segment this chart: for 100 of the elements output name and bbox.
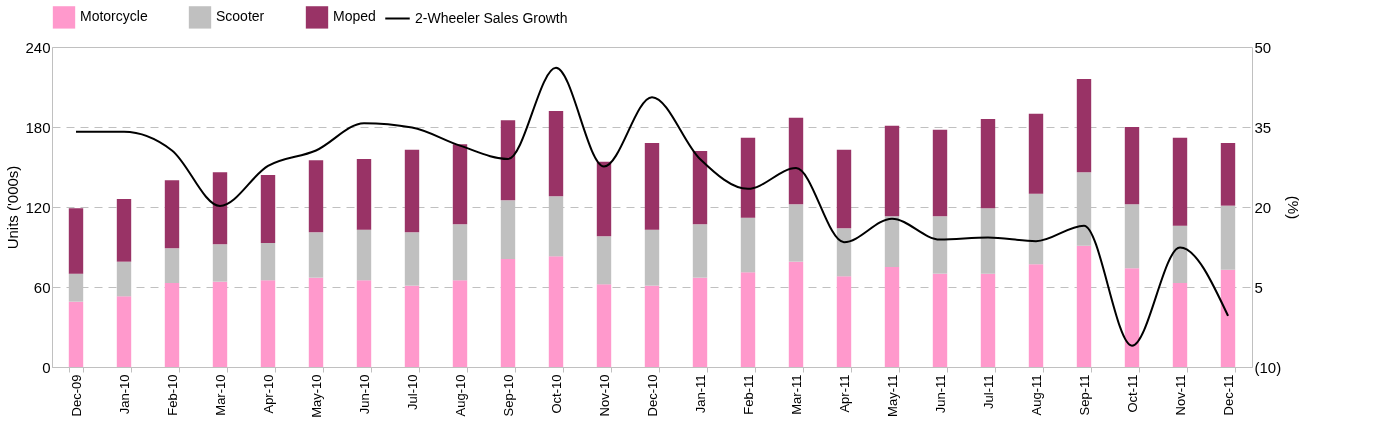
- bar: [692, 151, 708, 225]
- y2-tick-label: (10): [1254, 358, 1282, 376]
- x-tick-label: Oct-10: [548, 374, 564, 414]
- x-tick-label: Dec-11: [1220, 374, 1236, 416]
- bar: [836, 228, 852, 277]
- bar: [1028, 113, 1044, 194]
- bar: [932, 216, 948, 274]
- bar: [164, 180, 180, 249]
- bar: [1076, 245, 1092, 367]
- bar: [1220, 269, 1236, 367]
- y-tick-label: 240: [25, 38, 51, 56]
- bar: [308, 232, 324, 278]
- bar: [740, 137, 756, 218]
- bar: [164, 283, 180, 367]
- bar: [596, 284, 612, 367]
- y-tick-label: 120: [25, 198, 51, 216]
- x-tick-label: Jan-10: [116, 374, 132, 415]
- bar: [932, 273, 948, 367]
- x-tick-label: Nov-11: [1172, 374, 1188, 416]
- bar: [308, 277, 324, 367]
- y2-tick-label: 20: [1254, 198, 1272, 216]
- y2-tick-label: 35: [1254, 118, 1272, 136]
- y2-axis-title: (%): [1285, 195, 1303, 220]
- bar: [116, 296, 132, 367]
- y-tick-label: 180: [25, 118, 51, 136]
- bar: [1172, 283, 1188, 367]
- bar: [596, 236, 612, 285]
- bar: [404, 285, 420, 367]
- x-tick-label: Jan-11: [692, 374, 708, 414]
- x-tick-label: May-10: [308, 374, 324, 418]
- bar: [356, 229, 372, 281]
- bar: [596, 161, 612, 237]
- bar: [692, 224, 708, 278]
- bar: [836, 276, 852, 367]
- bar: [980, 208, 996, 274]
- x-tick-label: Oct-11: [1124, 374, 1140, 413]
- legend-label: Moped: [333, 8, 376, 25]
- bar: [308, 160, 324, 233]
- bar: [1172, 137, 1188, 226]
- bar: [356, 280, 372, 367]
- x-tick-label: Jul-11: [980, 374, 996, 409]
- bar: [980, 273, 996, 367]
- x-tick-label: Jun-11: [932, 374, 948, 414]
- bar: [1172, 225, 1188, 283]
- bar: [692, 277, 708, 367]
- bar: [548, 256, 564, 367]
- y2-tick-label: 50: [1254, 38, 1272, 56]
- x-tick-label: Sep-11: [1076, 374, 1092, 416]
- x-tick-label: Dec-09: [68, 374, 84, 417]
- bar: [1028, 264, 1044, 367]
- bar: [212, 281, 228, 367]
- x-tick-label: Feb-10: [164, 374, 180, 416]
- bar: [740, 217, 756, 273]
- bar: [260, 243, 276, 281]
- bar: [644, 229, 660, 286]
- bar: [884, 267, 900, 367]
- bar: [1076, 79, 1092, 173]
- legend-label: Motorcycle: [80, 8, 148, 25]
- x-tick-label: Nov-10: [596, 374, 612, 417]
- bar: [500, 120, 516, 201]
- bar: [1220, 143, 1236, 206]
- y-axis-title: Units ('000s): [4, 165, 22, 250]
- legend-label: 2-Wheeler Sales Growth: [415, 9, 568, 26]
- bar: [212, 172, 228, 245]
- line-series: [75, 66, 1229, 347]
- x-tick-label: Apr-10: [260, 374, 276, 414]
- bar: [452, 224, 468, 281]
- bar: [212, 244, 228, 282]
- bar: [644, 285, 660, 367]
- bar: [548, 111, 564, 197]
- x-tick-label: Jun-10: [356, 374, 372, 415]
- bar: [164, 248, 180, 283]
- x-tick-label: Mar-10: [212, 374, 228, 416]
- bar: [788, 117, 804, 205]
- bar: [116, 199, 132, 262]
- bar: [356, 159, 372, 230]
- bar: [788, 261, 804, 367]
- x-tick-label: Aug-10: [452, 374, 468, 417]
- bar: [740, 272, 756, 367]
- bar: [884, 216, 900, 267]
- y2-tick-label: 5: [1254, 278, 1263, 296]
- bar: [884, 125, 900, 217]
- x-tick-label: Dec-10: [644, 374, 660, 417]
- bar: [932, 129, 948, 217]
- bar: [452, 280, 468, 367]
- bar: [1028, 193, 1044, 265]
- bar: [1124, 127, 1140, 205]
- bar: [68, 208, 84, 274]
- x-tick-label: May-11: [884, 374, 900, 417]
- bar: [68, 301, 84, 367]
- bar: [404, 232, 420, 286]
- bar: [500, 259, 516, 367]
- x-tick-label: Aug-11: [1028, 374, 1044, 416]
- bar: [836, 149, 852, 229]
- legend-label: Scooter: [216, 8, 265, 25]
- y-tick-label: 0: [42, 358, 51, 376]
- bar: [260, 175, 276, 243]
- bar: [644, 143, 660, 230]
- bar: [452, 144, 468, 225]
- x-tick-label: Sep-10: [500, 374, 516, 417]
